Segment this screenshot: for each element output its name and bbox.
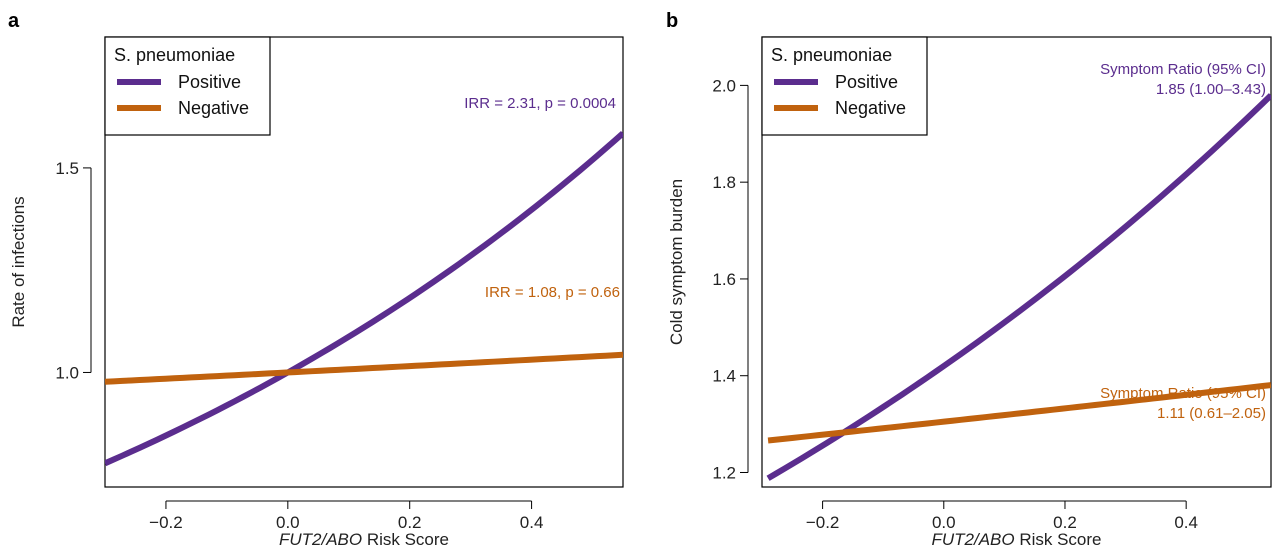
plot-frame bbox=[761, 36, 1272, 488]
annotation-negative: IRR = 1.08, p = 0.66 bbox=[485, 284, 620, 301]
x-tick-label: 0.2 bbox=[1053, 513, 1077, 532]
y-axis-title: Rate of infections bbox=[9, 196, 28, 327]
x-tick-label: −0.2 bbox=[806, 513, 840, 532]
legend-title: S. pneumoniae bbox=[114, 45, 235, 65]
x-axis-title: FUT2/ABO Risk Score bbox=[931, 530, 1101, 549]
x-axis-title: FUT2/ABO Risk Score bbox=[279, 530, 449, 549]
x-axis-title-italic: FUT2/ABO bbox=[931, 530, 1014, 549]
x-tick-label: −0.2 bbox=[149, 513, 183, 532]
legend-label-positive: Positive bbox=[178, 72, 241, 92]
x-tick-label: 0.4 bbox=[1174, 513, 1198, 532]
panel-letter: b bbox=[666, 10, 678, 32]
y-tick-label: 1.6 bbox=[712, 270, 736, 289]
annotation-positive: IRR = 2.31, p = 0.0004 bbox=[464, 95, 616, 112]
x-tick-label: 0.0 bbox=[932, 513, 956, 532]
y-tick-label: 1.8 bbox=[712, 173, 736, 192]
x-tick-label: 0.2 bbox=[398, 513, 422, 532]
legend-box bbox=[104, 36, 271, 136]
series-line-positive bbox=[766, 93, 1271, 481]
annotation-positive: Symptom Ratio (95% CI) bbox=[1100, 61, 1266, 78]
x-axis-title-rest: Risk Score bbox=[362, 530, 449, 549]
series-line-positive bbox=[105, 130, 623, 467]
legend-label-negative: Negative bbox=[178, 98, 249, 118]
plot-frame bbox=[104, 36, 624, 488]
y-tick-label: 2.0 bbox=[712, 76, 736, 95]
panel-letter: a bbox=[8, 10, 20, 32]
legend-title: S. pneumoniae bbox=[771, 45, 892, 65]
annotation-negative: Symptom Ratio (95% CI) bbox=[1100, 385, 1266, 402]
panel-b: b −0.2 0.0 0.2 0.4 1.2 1.4 1.6 1.8 2.0 FUT2/ABO Ri… bbox=[666, 10, 1272, 549]
x-axis-title-italic: FUT2/ABO bbox=[279, 530, 362, 549]
legend: S. pneumoniae Positive Negative bbox=[761, 36, 928, 136]
annotation-positive: 1.85 (1.00–3.43) bbox=[1156, 81, 1266, 98]
y-tick-label: 1.5 bbox=[55, 159, 79, 178]
x-tick-label: 0.0 bbox=[276, 513, 300, 532]
y-axis-title: Cold symptom burden bbox=[667, 179, 686, 345]
y-tick-label: 1.0 bbox=[55, 363, 79, 382]
y-tick-label: 1.2 bbox=[712, 463, 736, 482]
x-tick-label: 0.4 bbox=[520, 513, 544, 532]
annotation-negative: 1.11 (0.61–2.05) bbox=[1157, 405, 1266, 422]
series-line-negative bbox=[767, 382, 1271, 444]
series-line-negative bbox=[105, 351, 623, 385]
x-axis-title-rest: Risk Score bbox=[1015, 530, 1102, 549]
y-tick-label: 1.4 bbox=[712, 367, 736, 386]
legend: S. pneumoniae Positive Negative bbox=[104, 36, 271, 136]
legend-label-negative: Negative bbox=[835, 98, 906, 118]
legend-box bbox=[761, 36, 928, 136]
legend-label-positive: Positive bbox=[835, 72, 898, 92]
